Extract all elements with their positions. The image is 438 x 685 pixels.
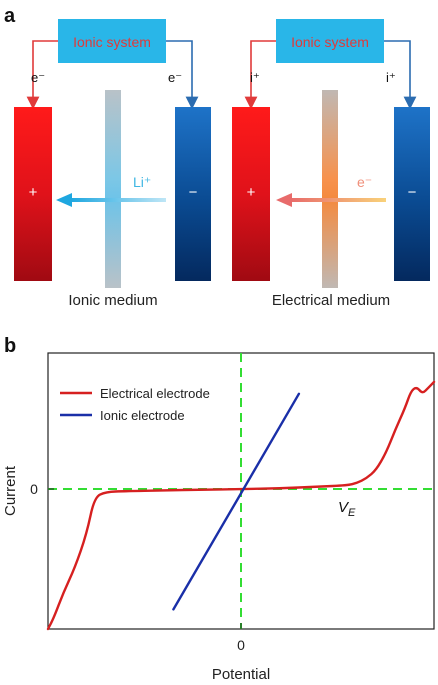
series-line-ionic-electrode [172,392,301,611]
electron-arrow-head [276,193,292,207]
panel-a: a Ionic system e⁻ e⁻ + − Li⁺ Ionic mediu… [4,5,430,309]
ve-annotation-main: V [338,499,350,516]
right-wire-left-label: i⁺ [250,70,260,85]
left-ionic-system-label: Ionic system [73,34,151,50]
left-cell: Ionic system e⁻ e⁻ + − Li⁺ Ionic medium [14,19,211,309]
legend-label-ionic: Ionic electrode [100,408,185,423]
series-lines [46,380,436,631]
ionic-medium-label: Ionic medium [68,292,157,309]
y-tick-label: 0 [30,481,38,497]
right-wire-right-label: i⁺ [386,70,396,85]
panel-b-label: b [4,335,16,357]
electron-arrow-shaft [290,198,386,202]
ve-annotation: VE [338,499,356,519]
right-wire-blue [384,40,417,110]
ionic-medium-bar [105,90,121,288]
left-plus-sign: + [29,184,38,201]
right-cell: Ionic system i⁺ i⁺ + − e⁻ Electrical med… [232,19,430,309]
right-anode [394,107,430,281]
right-plus-sign: + [247,184,256,201]
right-cathode [232,107,270,281]
panel-b: b 0 0 Potential Current Electrical elect… [2,335,436,683]
x-tick-label: 0 [237,637,245,653]
legend: Electrical electrode Ionic electrode [60,386,210,423]
left-wire-left-label: e⁻ [31,70,45,85]
li-ion-arrow-head [56,193,72,207]
right-ionic-system-label: Ionic system [291,34,369,50]
left-anode [175,107,211,281]
electrical-medium-bar [322,90,338,288]
li-ion-arrow-shaft [70,198,166,202]
right-minus-sign: − [408,184,417,201]
left-wire-right-label: e⁻ [168,70,182,85]
panel-a-label: a [4,5,16,27]
y-axis-label: Current [2,465,19,516]
left-minus-sign: − [189,184,198,201]
legend-label-electrical: Electrical electrode [100,386,210,401]
right-wire-red [244,40,276,110]
left-wire-red [26,40,58,110]
series-line-electrical-electrode [46,380,436,631]
x-axis-label: Potential [212,666,270,683]
electrical-medium-label: Electrical medium [272,292,390,309]
right-ionic-system-box [276,19,384,63]
left-wire-blue [166,40,199,110]
electron-label: e⁻ [357,174,372,190]
li-ion-label: Li⁺ [133,174,151,190]
left-cathode [14,107,52,281]
left-ionic-system-box [58,19,166,63]
ve-annotation-subscript: E [348,507,356,519]
